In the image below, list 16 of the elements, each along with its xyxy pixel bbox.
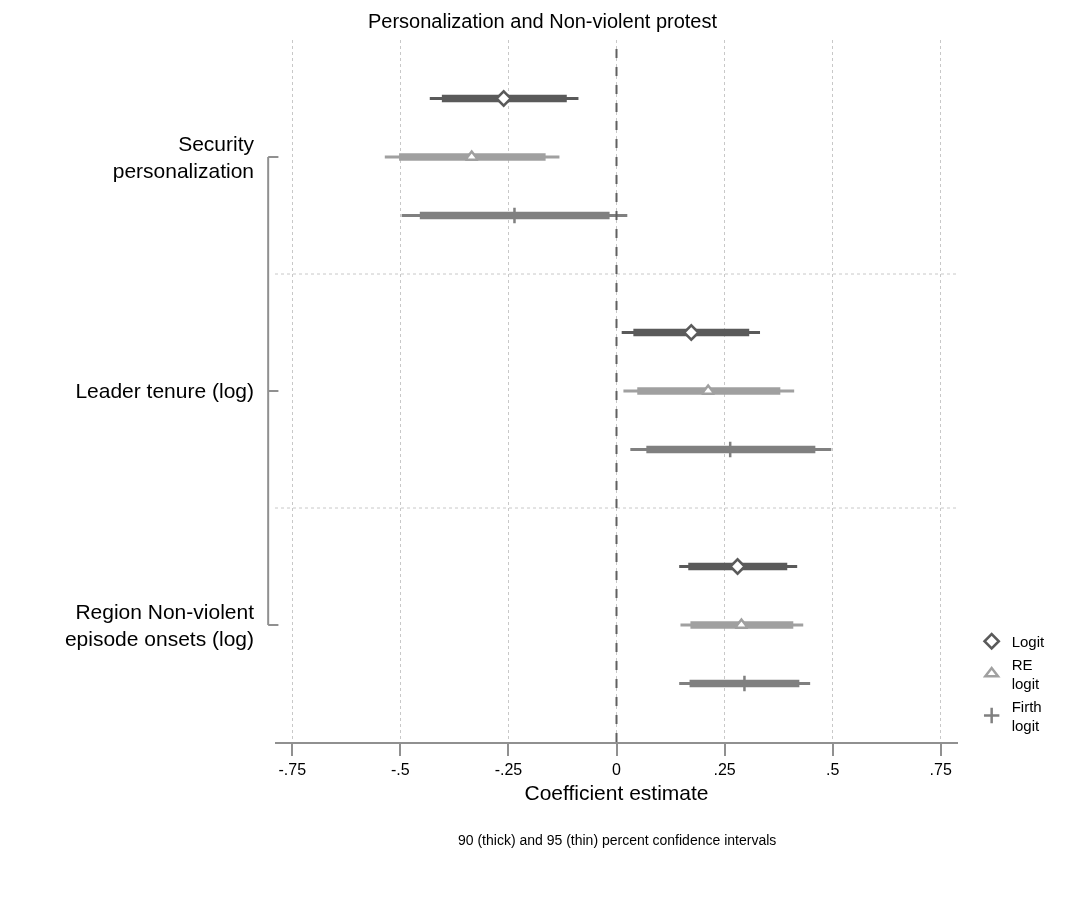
x-axis-title: Coefficient estimate [524,780,709,804]
x-tick-label: .5 [825,761,840,779]
legend-label: RE logit [1011,655,1041,693]
x-tick-label: .75 [929,761,952,779]
chart-title: Personalization and Non-violent protest [367,9,718,32]
x-tick-label: .25 [713,761,736,779]
y-tick-label: Security personalization [112,131,255,182]
x-tick-label: -.5 [391,761,410,779]
y-tick-label: Leader tenure (log) [75,379,254,403]
y-tick-label: Region Non-violent episode onsets (log) [64,599,255,650]
legend-label: Firth logit [1011,697,1042,735]
x-tick-label: 0 [612,761,622,779]
text: 90 (thick) and 95 (thin) percent confidence intervals [458,832,777,848]
x-tick-label: -.25 [494,761,523,779]
x-tick-label: -.75 [278,761,307,779]
legend-label: Logit [1011,633,1046,651]
